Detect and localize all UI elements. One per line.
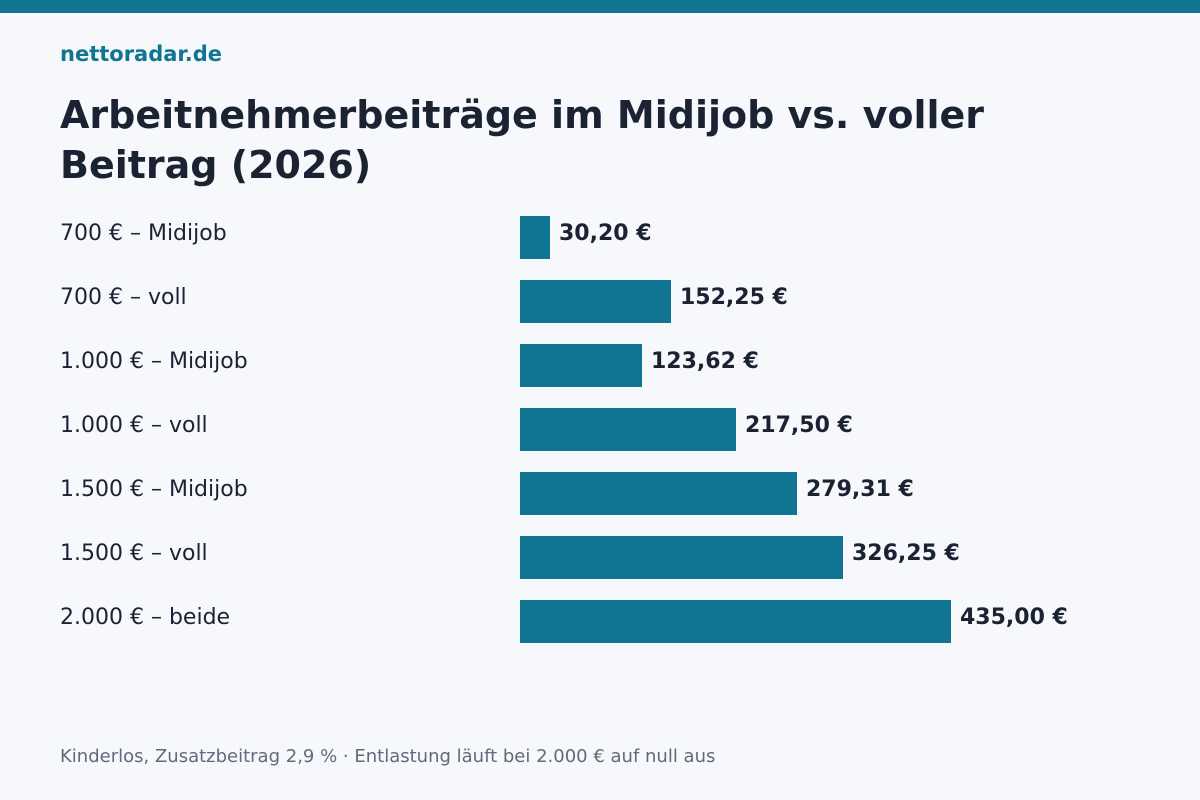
bar <box>520 344 642 387</box>
category-label: 700 € – Midijob <box>60 221 227 246</box>
top-accent-bar <box>0 0 1200 13</box>
bar <box>520 408 736 451</box>
value-label: 152,25 € <box>680 285 788 310</box>
bar <box>520 280 671 323</box>
category-label: 1.500 € – voll <box>60 541 208 566</box>
category-label: 1.000 € – voll <box>60 413 208 438</box>
bar <box>520 216 550 259</box>
value-label: 435,00 € <box>960 605 1068 630</box>
category-label: 1.000 € – Midijob <box>60 349 248 374</box>
value-label: 123,62 € <box>651 349 759 374</box>
chart-title: Arbeitnehmerbeiträge im Midijob vs. voll… <box>60 93 985 187</box>
bar <box>520 600 951 643</box>
value-label: 30,20 € <box>559 221 652 246</box>
brand-label: nettoradar.de <box>60 42 223 66</box>
bar <box>520 472 797 515</box>
footnote: Kinderlos, Zusatzbeitrag 2,9 % · Entlast… <box>60 746 716 767</box>
category-label: 2.000 € – beide <box>60 605 231 630</box>
category-label: 700 € – voll <box>60 285 187 310</box>
value-label: 217,50 € <box>745 413 853 438</box>
bar <box>520 536 843 579</box>
value-label: 326,25 € <box>852 541 960 566</box>
category-label: 1.500 € – Midijob <box>60 477 248 502</box>
value-label: 279,31 € <box>806 477 914 502</box>
